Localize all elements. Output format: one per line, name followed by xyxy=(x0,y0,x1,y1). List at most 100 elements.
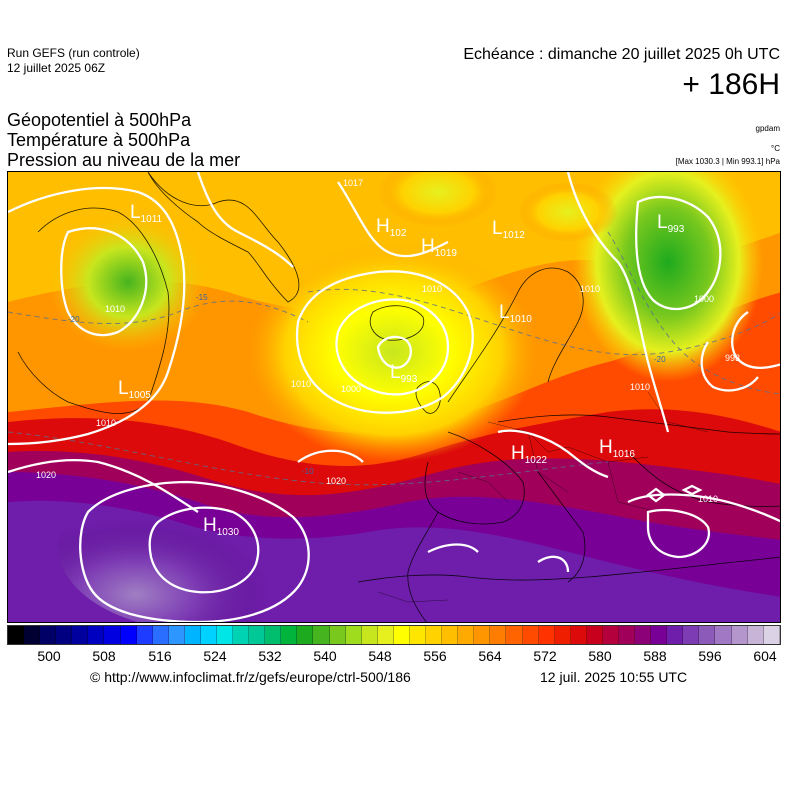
color-swatch xyxy=(281,626,298,644)
color-swatch xyxy=(522,626,539,644)
pressure-center-symbol: H xyxy=(421,236,435,257)
isobar-label: 1017 xyxy=(343,178,363,188)
pressure-center: L1005 xyxy=(118,378,151,401)
pressure-center: H1022 xyxy=(511,443,547,466)
run-date: 12 juillet 2025 06Z xyxy=(7,61,106,75)
valid-time: Echéance : dimanche 20 juillet 2025 0h U… xyxy=(463,46,780,63)
parameter-pressure: Pression au niveau de la mer xyxy=(7,150,241,170)
color-scale-labels: 500 508 516 524 532 540 548 556 564 572 … xyxy=(0,648,788,666)
color-swatch xyxy=(458,626,475,644)
isotherm-label: -10 xyxy=(302,467,314,476)
scale-tick-label: 588 xyxy=(643,648,667,664)
isobars xyxy=(8,172,780,622)
isobar-label: 993 xyxy=(725,353,740,363)
scale-tick-label: 508 xyxy=(92,648,116,664)
pressure-center-value: 1010 xyxy=(510,314,533,325)
color-swatch xyxy=(217,626,234,644)
isotherm-label: -20 xyxy=(654,355,666,364)
color-swatch xyxy=(426,626,443,644)
pressure-max-min: [Max 1030.3 | Min 993.1] hPa xyxy=(675,157,780,166)
color-swatch xyxy=(651,626,668,644)
source-credit-link[interactable]: © http://www.infoclimat.fr/z/gefs/europe… xyxy=(90,669,411,685)
pressure-center-symbol: L xyxy=(118,378,129,399)
pressure-center: L993 xyxy=(390,362,418,385)
color-swatch xyxy=(393,626,410,644)
color-swatch xyxy=(474,626,491,644)
color-swatch xyxy=(40,626,57,644)
parameter-temperature: Température à 500hPa xyxy=(7,130,191,150)
pressure-center-symbol: H xyxy=(376,216,390,237)
forecast-map[interactable]: L1011 H102 H1019 L1012 L993 L1010 L993 L… xyxy=(7,171,781,623)
pressure-center-value: 1022 xyxy=(525,455,548,466)
isotherm-label: -20 xyxy=(68,315,80,324)
pressure-center-symbol: L xyxy=(657,212,668,233)
isobar-label: 1010 xyxy=(580,284,600,294)
color-swatch xyxy=(8,626,25,644)
isotherms xyxy=(8,231,780,486)
pressure-center-symbol: H xyxy=(599,437,613,458)
color-swatch xyxy=(265,626,282,644)
pressure-center-labels: L1011 H102 H1019 L1012 L993 L1010 L993 L… xyxy=(118,202,685,538)
run-title: Run GEFS (run controle) xyxy=(7,46,140,60)
pressure-center: L993 xyxy=(657,212,685,235)
color-swatch xyxy=(56,626,73,644)
color-swatch xyxy=(361,626,378,644)
color-swatch xyxy=(120,626,137,644)
pressure-center: L1012 xyxy=(492,218,525,241)
pressure-center-value: 993 xyxy=(668,224,685,235)
color-swatch xyxy=(377,626,394,644)
parameter-geopotential: Géopotentiel à 500hPa xyxy=(7,110,192,130)
pressure-center-value: 1012 xyxy=(503,230,526,241)
scale-tick-label: 596 xyxy=(698,648,722,664)
color-swatch xyxy=(490,626,507,644)
isobar-label: 1010 xyxy=(422,284,442,294)
color-swatch xyxy=(618,626,636,644)
color-swatch xyxy=(635,626,652,644)
pressure-center-symbol: L xyxy=(130,202,141,223)
isobar-label: 1010 xyxy=(698,494,718,504)
color-swatch xyxy=(683,626,700,644)
scale-tick-label: 540 xyxy=(313,648,337,664)
isobar-label: 1010 xyxy=(630,382,650,392)
pressure-center-value: 102 xyxy=(390,228,407,239)
color-swatch xyxy=(602,626,619,644)
color-swatch xyxy=(249,626,266,644)
color-scale-bar xyxy=(7,625,781,645)
color-swatch xyxy=(72,626,89,644)
isobar-label: 1000 xyxy=(341,384,361,394)
color-swatch xyxy=(345,626,362,644)
scale-tick-label: 556 xyxy=(423,648,447,664)
pressure-center-symbol: L xyxy=(492,218,503,239)
isobar-label: 1020 xyxy=(326,476,346,486)
scale-tick-label: 564 xyxy=(478,648,502,664)
pressure-center: L1010 xyxy=(499,302,532,325)
color-swatch xyxy=(88,626,105,644)
color-swatch xyxy=(586,626,603,644)
issued-timestamp: 12 juil. 2025 10:55 UTC xyxy=(540,669,688,685)
pressure-center-symbol: H xyxy=(203,515,217,536)
isotherm-label: -15 xyxy=(196,293,208,302)
color-swatch xyxy=(763,626,780,644)
color-swatch xyxy=(136,626,153,644)
scale-tick-label: 500 xyxy=(37,648,61,664)
pressure-center-value: 1005 xyxy=(129,390,152,401)
pressure-center-symbol: H xyxy=(511,443,525,464)
pressure-center-value: 1011 xyxy=(141,214,163,225)
color-swatch xyxy=(313,626,330,644)
color-swatch xyxy=(747,626,764,644)
color-swatch xyxy=(233,626,250,644)
color-swatch xyxy=(200,626,218,644)
color-swatch xyxy=(506,626,523,644)
isotherm-value-labels: -15 -20 -10 -20 xyxy=(68,293,666,476)
unit-geopotential: gpdam xyxy=(755,124,780,133)
scale-tick-label: 524 xyxy=(203,648,227,664)
pressure-center-symbol: L xyxy=(499,302,510,323)
unit-temperature: °C xyxy=(771,144,780,153)
lead-time: + 186H xyxy=(682,68,780,101)
isobar-label: 1010 xyxy=(291,379,311,389)
color-swatch xyxy=(24,626,41,644)
color-swatch xyxy=(409,626,427,644)
scale-tick-label: 580 xyxy=(588,648,612,664)
map-canvas: L1011 H102 H1019 L1012 L993 L1010 L993 L… xyxy=(8,172,780,622)
scale-tick-label: 516 xyxy=(148,648,172,664)
